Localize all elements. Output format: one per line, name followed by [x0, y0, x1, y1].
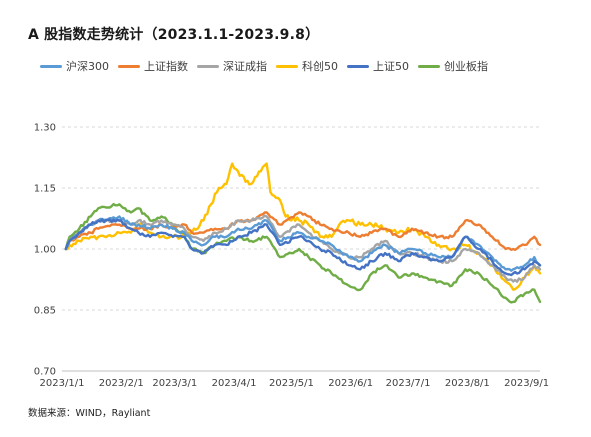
y-tick-label: 1.30 — [34, 123, 56, 134]
series-line-sz50 — [64, 218, 542, 277]
series-line-szcz — [64, 214, 542, 283]
legend-item-sz50[interactable]: 上证50 — [347, 58, 409, 74]
legend-swatch-cyb — [418, 64, 440, 68]
legend-item-szcz[interactable]: 深证成指 — [197, 58, 267, 74]
legend-item-hs300[interactable]: 沪深300 — [40, 58, 109, 74]
y-tick-label: 0.70 — [34, 367, 56, 378]
x-tick-label: 2023/2/1 — [99, 378, 144, 389]
y-tick-label: 1.15 — [34, 184, 56, 195]
legend-swatch-sz50 — [347, 64, 369, 68]
legend-item-cyb[interactable]: 创业板指 — [418, 58, 488, 74]
series-lines — [64, 162, 542, 304]
axis-labels: 0.70 0.85 1.00 1.15 1.30 2023/1/1 2023/2/1 2023… — [34, 123, 549, 390]
legend-label-sz: 上证指数 — [144, 60, 188, 73]
legend-label-kc50: 科创50 — [302, 60, 338, 73]
x-tick-label: 2023/7/1 — [386, 378, 431, 389]
y-tick-label: 1.00 — [34, 245, 56, 256]
legend-swatch-szcz — [197, 64, 219, 68]
legend-label-sz50: 上证50 — [373, 60, 409, 73]
series-line-sz — [64, 211, 542, 251]
series-line-cyb — [64, 202, 542, 304]
chart-title: A 股指数走势统计（2023.1.1-2023.9.8） — [28, 27, 320, 43]
y-tick-label: 0.85 — [34, 306, 56, 317]
x-tick-label: 2023/5/1 — [269, 378, 314, 389]
legend-label-szcz: 深证成指 — [223, 60, 267, 73]
legend-item-sz[interactable]: 上证指数 — [118, 58, 188, 74]
legend-swatch-hs300 — [40, 64, 62, 68]
x-tick-label: 2023/4/1 — [212, 378, 257, 389]
legend-item-kc50[interactable]: 科创50 — [276, 58, 338, 74]
legend-swatch-kc50 — [276, 64, 298, 68]
data-source-note: 数据来源：WIND，Rayliant — [28, 408, 151, 419]
chart-legend: 沪深300 上证指数 深证成指 科创50 上证50 创业板指 — [40, 58, 497, 74]
legend-label-cyb: 创业板指 — [444, 60, 488, 73]
x-tick-label: 2023/1/1 — [40, 378, 85, 389]
x-tick-label: 2023/8/1 — [445, 378, 490, 389]
x-tick-label: 2023/3/1 — [152, 378, 197, 389]
x-tick-label: 2023/6/1 — [328, 378, 373, 389]
x-tick-label: 2023/9/1 — [504, 378, 549, 389]
legend-swatch-sz — [118, 64, 140, 68]
legend-label-hs300: 沪深300 — [66, 60, 109, 73]
